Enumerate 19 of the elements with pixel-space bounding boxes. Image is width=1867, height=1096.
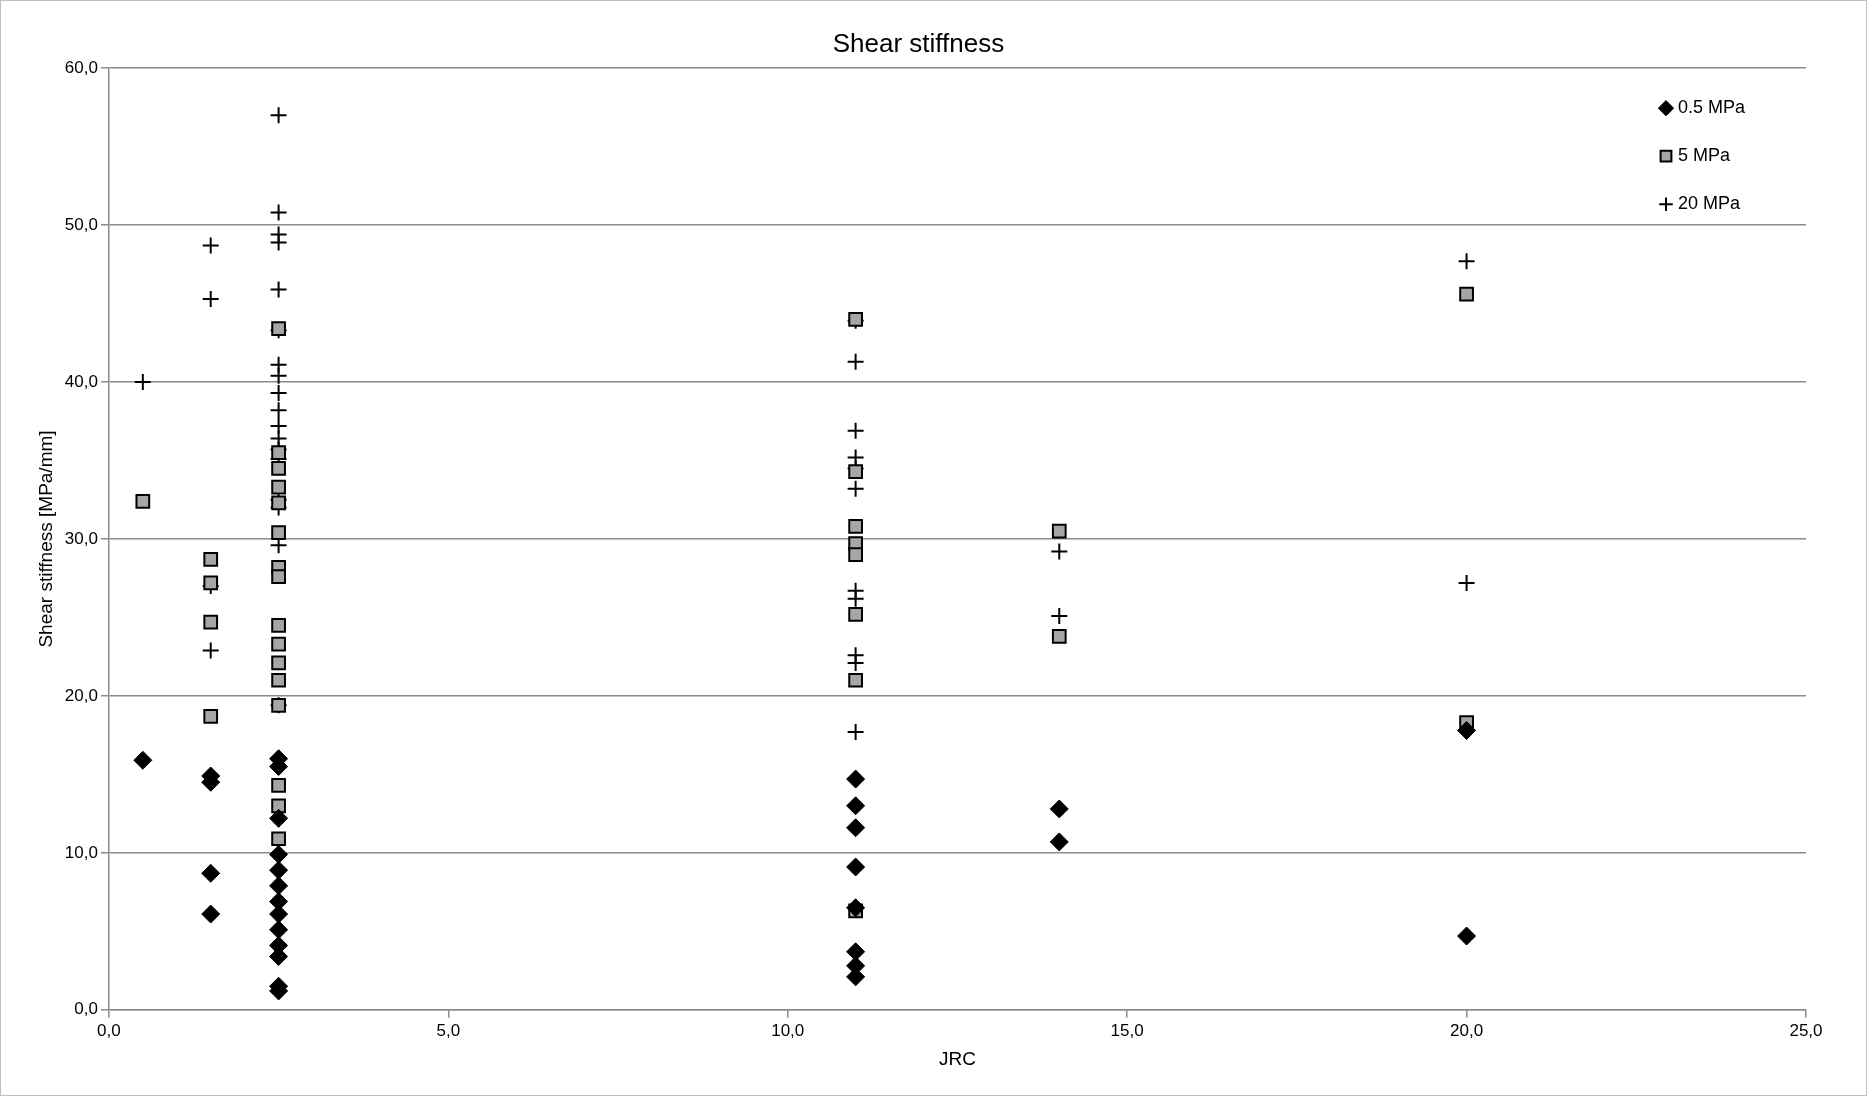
y-axis-title: Shear stiffness [MPa/mm] — [34, 430, 56, 648]
y-tick-label: 30,0 — [64, 528, 98, 548]
y-tick-label: 10,0 — [64, 842, 98, 862]
x-tick-label: 25,0 — [1789, 1020, 1823, 1040]
legend-label: 0.5 MPa — [1678, 97, 1747, 118]
x-tick-label: 5,0 — [436, 1020, 461, 1040]
y-tick-label: 60,0 — [64, 57, 98, 77]
legend-label: 20 MPa — [1678, 193, 1742, 214]
y-tick-label: 20,0 — [64, 685, 98, 705]
legend-label: 5 MPa — [1678, 145, 1732, 166]
x-tick-label: 0,0 — [97, 1020, 121, 1040]
chart-title: Shear stiffness — [832, 27, 1005, 58]
x-axis-title: JRC — [938, 1047, 976, 1069]
y-tick-label: 50,0 — [64, 214, 98, 234]
y-tick-label: 40,0 — [64, 371, 98, 391]
x-tick-label: 10,0 — [771, 1020, 805, 1040]
x-tick-label: 15,0 — [1110, 1020, 1144, 1040]
y-tick-label: 0,0 — [74, 999, 98, 1019]
x-tick-label: 20,0 — [1450, 1020, 1484, 1040]
